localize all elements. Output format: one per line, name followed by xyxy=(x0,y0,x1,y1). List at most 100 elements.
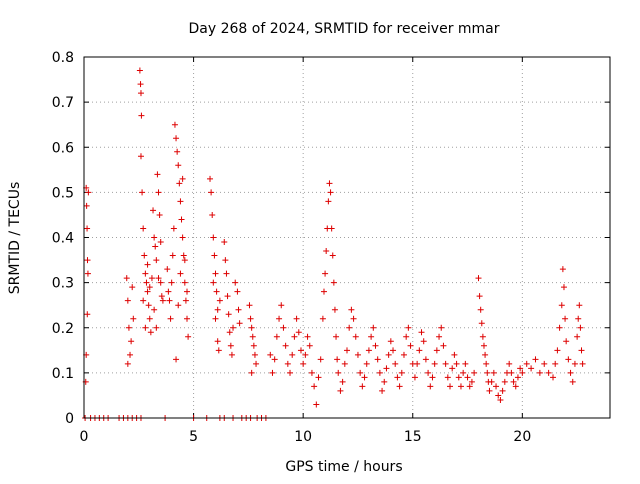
data-point xyxy=(567,369,574,376)
data-point xyxy=(248,324,255,331)
data-point xyxy=(210,279,217,286)
data-point xyxy=(508,369,515,376)
data-point xyxy=(556,324,563,331)
data-point xyxy=(329,252,336,259)
data-point xyxy=(344,347,350,354)
data-point xyxy=(308,369,315,376)
data-point xyxy=(350,315,357,322)
data-point xyxy=(514,374,521,381)
data-point xyxy=(225,311,232,318)
data-point xyxy=(139,189,146,196)
data-point xyxy=(536,369,543,376)
data-point xyxy=(411,374,418,381)
data-point xyxy=(576,302,583,309)
data-point xyxy=(295,329,302,336)
data-point xyxy=(337,387,344,394)
data-point xyxy=(267,351,274,358)
data-point xyxy=(311,383,318,390)
data-point xyxy=(306,342,313,349)
data-point xyxy=(212,270,219,277)
data-point xyxy=(528,365,535,372)
data-point xyxy=(495,392,502,399)
data-point xyxy=(486,387,493,394)
data-point xyxy=(221,239,228,246)
data-point xyxy=(468,378,475,385)
data-point xyxy=(482,351,489,358)
data-point xyxy=(151,306,158,313)
data-point xyxy=(425,369,432,376)
data-point xyxy=(159,297,166,304)
data-point xyxy=(383,365,390,372)
data-point xyxy=(181,279,188,286)
data-points xyxy=(82,67,586,421)
data-point xyxy=(269,369,276,376)
data-point xyxy=(226,329,233,336)
data-point xyxy=(129,284,136,291)
data-point xyxy=(144,261,151,268)
data-point xyxy=(250,342,257,349)
data-point xyxy=(431,360,438,367)
data-point xyxy=(532,356,539,363)
data-point xyxy=(374,356,381,363)
data-point xyxy=(167,315,174,322)
data-point xyxy=(173,356,180,363)
data-point xyxy=(385,351,392,358)
data-point xyxy=(372,342,379,349)
data-point xyxy=(512,383,519,390)
x-tick-label: 5 xyxy=(189,429,198,445)
data-point xyxy=(348,306,355,313)
data-point xyxy=(125,324,132,331)
data-point xyxy=(246,302,253,309)
data-point xyxy=(368,333,375,340)
data-point xyxy=(171,121,178,128)
data-point xyxy=(323,248,330,255)
data-point xyxy=(291,333,298,340)
data-point xyxy=(247,315,254,322)
data-point xyxy=(550,374,557,381)
data-point xyxy=(346,324,353,331)
data-point xyxy=(209,211,216,218)
data-point xyxy=(387,338,394,345)
data-point xyxy=(490,369,497,376)
data-point xyxy=(176,180,183,187)
data-point xyxy=(545,369,552,376)
data-point xyxy=(153,324,160,331)
data-point xyxy=(484,369,491,376)
axis-layer: 0 0.1 0.2 0.3 0.4 0.5 0.6 0.7 0.8 0 5 10 15 20 xyxy=(52,50,610,445)
data-point xyxy=(565,356,572,363)
data-point xyxy=(143,279,150,286)
data-point xyxy=(476,293,483,300)
data-point xyxy=(184,315,191,322)
data-point xyxy=(223,270,230,277)
data-point xyxy=(184,288,191,295)
data-point xyxy=(166,297,173,304)
y-tick-label: 0.3 xyxy=(52,276,74,292)
data-point xyxy=(420,338,427,345)
data-point xyxy=(352,333,359,340)
data-point xyxy=(392,360,399,367)
data-point xyxy=(147,329,154,336)
data-point xyxy=(155,189,162,196)
data-point xyxy=(137,90,144,97)
data-point xyxy=(460,369,467,376)
data-point xyxy=(182,297,189,304)
data-point xyxy=(150,207,157,214)
data-point xyxy=(165,288,172,295)
data-point xyxy=(123,275,130,282)
data-point xyxy=(287,369,294,376)
data-point xyxy=(216,297,223,304)
data-point xyxy=(180,252,187,259)
data-point xyxy=(577,324,584,331)
data-point xyxy=(462,360,469,367)
data-point xyxy=(379,387,386,394)
data-point xyxy=(480,342,487,349)
data-point xyxy=(251,351,258,358)
data-point xyxy=(541,360,548,367)
y-tick-label: 0.7 xyxy=(52,95,74,111)
data-point xyxy=(142,324,149,331)
data-point xyxy=(170,225,177,232)
data-point xyxy=(278,302,285,309)
data-point xyxy=(562,315,569,322)
data-point xyxy=(212,315,219,322)
